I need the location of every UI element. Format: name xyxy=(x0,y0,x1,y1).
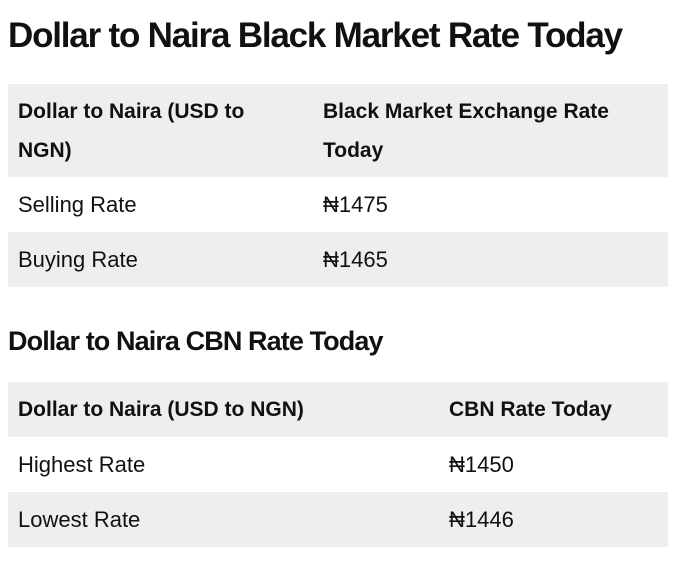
row-label: Buying Rate xyxy=(18,246,138,272)
black-market-rate-table: Dollar to Naira (USD to NGN) Black Marke… xyxy=(8,84,668,287)
table-row-buying: Buying Rate ₦1465 xyxy=(8,232,668,287)
column-header-rate: CBN Rate Today xyxy=(449,397,612,421)
cbn-rate-table: Dollar to Naira (USD to NGN) CBN Rate To… xyxy=(8,382,668,547)
row-value: ₦1446 xyxy=(449,506,514,532)
row-label: Selling Rate xyxy=(18,191,137,217)
row-value: ₦1475 xyxy=(323,191,388,217)
row-label: Lowest Rate xyxy=(18,506,141,532)
row-value: ₦1465 xyxy=(323,246,388,272)
row-label: Highest Rate xyxy=(18,451,146,477)
row-value: ₦1450 xyxy=(449,451,514,477)
table-row-highest: Highest Rate ₦1450 xyxy=(8,437,668,492)
table-row-selling: Selling Rate ₦1475 xyxy=(8,177,668,232)
column-header-pair: Dollar to Naira (USD to NGN) xyxy=(18,397,304,421)
column-header-rate: Black Market Exchange Rate Today xyxy=(323,99,609,162)
table-header-row: Dollar to Naira (USD to NGN) Black Marke… xyxy=(8,84,668,177)
table-header-row: Dollar to Naira (USD to NGN) CBN Rate To… xyxy=(8,382,668,437)
table-row-lowest: Lowest Rate ₦1446 xyxy=(8,492,668,547)
column-header-pair: Dollar to Naira (USD to NGN) xyxy=(18,99,245,162)
black-market-heading: Dollar to Naira Black Market Rate Today xyxy=(8,16,623,55)
cbn-heading: Dollar to Naira CBN Rate Today xyxy=(8,326,383,356)
